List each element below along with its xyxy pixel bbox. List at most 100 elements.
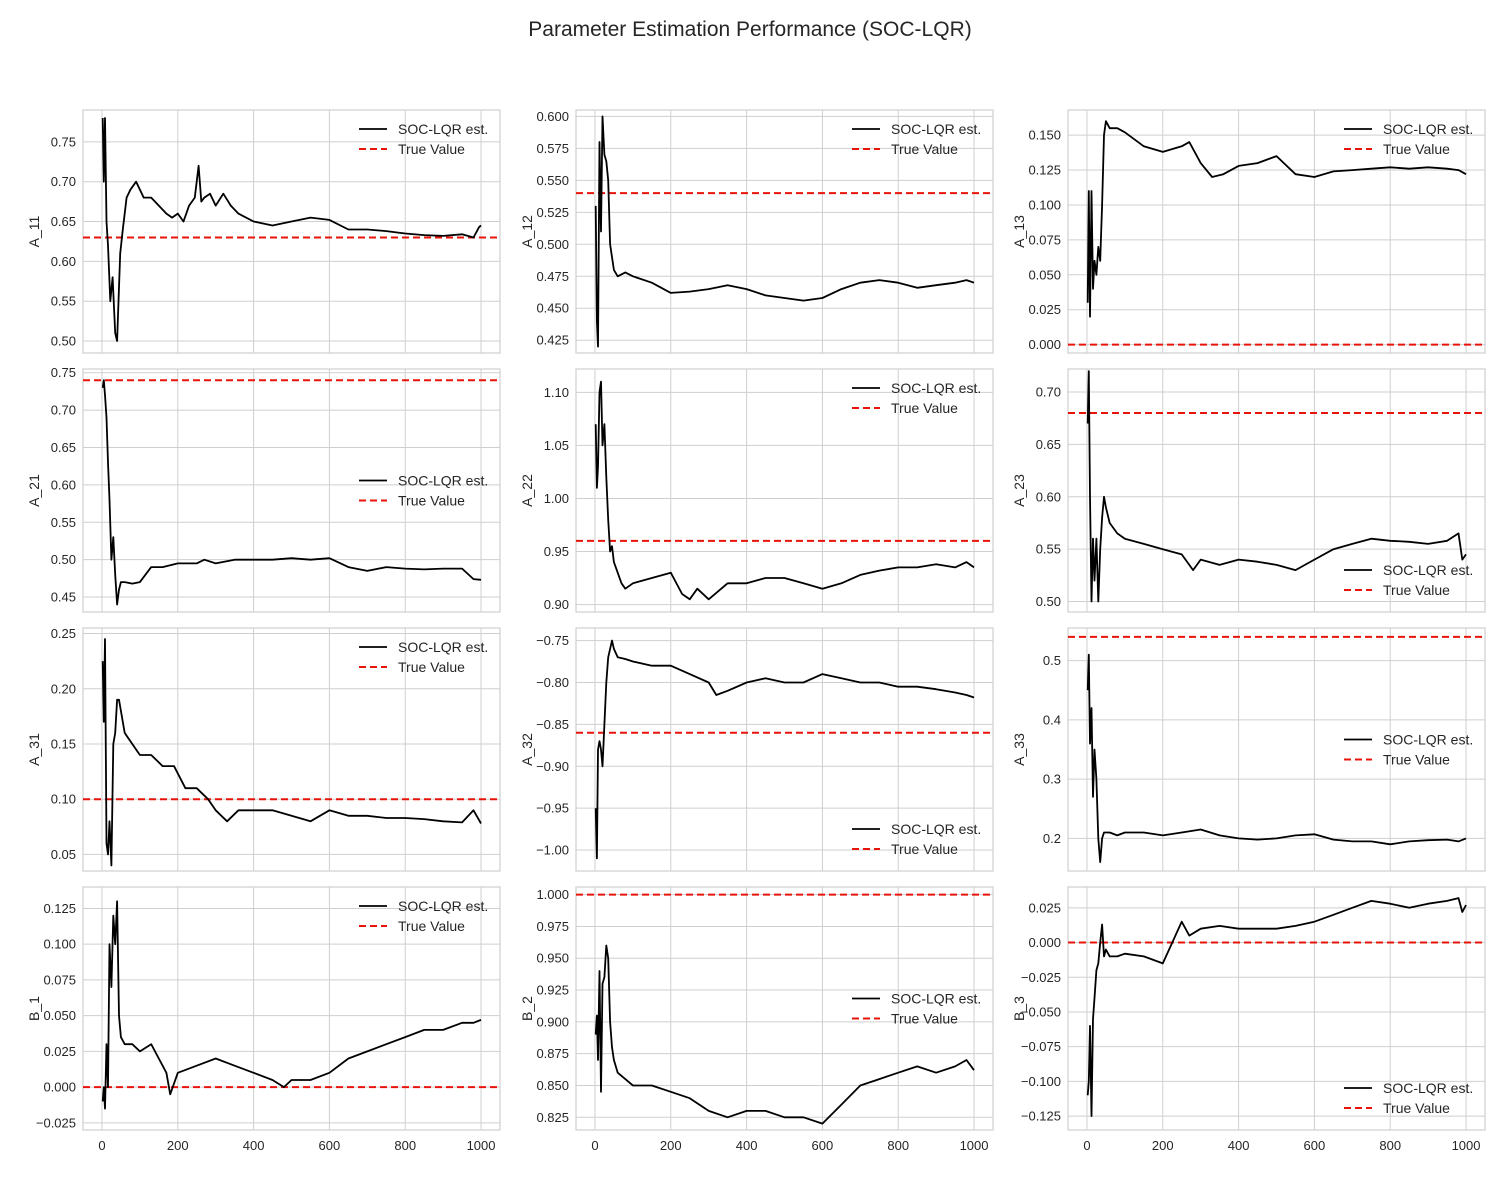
y-axis-label: B_3 <box>1011 996 1027 1021</box>
legend-estimate-label: SOC-LQR est. <box>1383 732 1473 748</box>
y-axis-label: A_12 <box>519 215 535 248</box>
y-axis-label: A_21 <box>26 474 42 507</box>
y-tick-label: −0.100 <box>1021 1074 1061 1089</box>
legend-estimate-label: SOC-LQR est. <box>398 473 488 489</box>
y-axis-label: A_23 <box>1011 474 1027 507</box>
subplot-a-33: 0.2 0.3 0.4 0.5 A_33 SOC-LQR est. True Value <box>1011 627 1486 872</box>
y-tick-label: 0.05 <box>51 847 76 862</box>
y-tick-label: 0.000 <box>43 1080 76 1095</box>
y-tick-label: 0.075 <box>1028 232 1061 247</box>
y-tick-label: 0.525 <box>536 205 569 220</box>
x-tick-label: 1000 <box>467 1138 496 1153</box>
y-tick-label: 1.10 <box>544 385 569 400</box>
estimate-line <box>594 380 975 601</box>
x-tick-label: 0 <box>1083 1138 1090 1153</box>
y-tick-label: 0.975 <box>536 919 569 934</box>
y-tick-label: −0.95 <box>536 801 569 816</box>
y-axis-label: A_13 <box>1011 215 1027 248</box>
legend-true-label: True Value <box>1383 582 1450 598</box>
y-tick-label: −0.025 <box>36 1115 76 1130</box>
x-tick-label: 800 <box>394 1138 416 1153</box>
y-tick-label: 0.450 <box>536 301 569 316</box>
y-tick-label: 0.900 <box>536 1014 569 1029</box>
y-tick-label: 0.95 <box>544 544 569 559</box>
subplot-b-1: −0.025 0.000 0.025 0.050 0.075 0.100 0.125 0 200… <box>26 886 501 1153</box>
estimate-line <box>101 900 482 1110</box>
estimate-line <box>1086 120 1467 318</box>
legend-true-label: True Value <box>1383 141 1450 157</box>
y-tick-label: −0.85 <box>536 717 569 732</box>
y-tick-label: 0.75 <box>51 365 76 380</box>
estimate-line <box>594 944 975 1125</box>
legend: SOC-LQR est. True Value <box>852 821 981 857</box>
x-tick-label: 200 <box>167 1138 189 1153</box>
legend-estimate-label: SOC-LQR est. <box>1383 562 1473 578</box>
y-tick-label: 0.65 <box>1036 437 1061 452</box>
subplot-a-31: 0.05 0.10 0.15 0.20 0.25 A_31 SOC-LQR est. True… <box>26 626 501 872</box>
y-tick-label: 1.000 <box>536 887 569 902</box>
legend: SOC-LQR est. True Value <box>852 380 981 416</box>
legend-estimate-label: SOC-LQR est. <box>1383 121 1473 137</box>
subplot-a-21: 0.45 0.50 0.55 0.60 0.65 0.70 0.75 A_21 SOC-LQR … <box>26 365 501 613</box>
x-tick-label: 1000 <box>1452 1138 1481 1153</box>
y-axis-label: A_32 <box>519 733 535 766</box>
y-tick-label: 0.050 <box>1028 267 1061 282</box>
legend: SOC-LQR est. True Value <box>852 991 981 1027</box>
y-tick-label: 0.60 <box>51 477 76 492</box>
x-tick-label: 200 <box>660 1138 682 1153</box>
estimate-line <box>101 117 482 342</box>
legend-estimate-label: SOC-LQR est. <box>398 639 488 655</box>
axes-frame <box>82 368 501 613</box>
legend-estimate-label: SOC-LQR est. <box>398 121 488 137</box>
axes-frame <box>575 627 994 872</box>
legend-true-label: True Value <box>1383 1100 1450 1116</box>
estimate-line <box>101 638 482 867</box>
y-tick-label: −0.025 <box>1021 970 1061 985</box>
y-tick-label: 0.50 <box>51 334 76 349</box>
x-tick-label: 600 <box>319 1138 341 1153</box>
y-tick-label: 0.925 <box>536 983 569 998</box>
legend: SOC-LQR est. True Value <box>359 473 488 509</box>
y-tick-label: 0.000 <box>1028 337 1061 352</box>
subplot-b-2: 0.825 0.850 0.875 0.900 0.925 0.950 0.975 1.000… <box>519 886 994 1153</box>
y-tick-label: 0.55 <box>51 294 76 309</box>
y-tick-label: 0.600 <box>536 109 569 124</box>
y-tick-label: 0.050 <box>43 1008 76 1023</box>
x-tick-label: 600 <box>1304 1138 1326 1153</box>
y-tick-label: 0.575 <box>536 141 569 156</box>
y-axis-label: A_33 <box>1011 733 1027 766</box>
x-tick-label: 200 <box>1152 1138 1174 1153</box>
x-tick-label: 400 <box>736 1138 758 1153</box>
y-tick-label: 0.65 <box>51 440 76 455</box>
estimate-line <box>1086 370 1467 603</box>
legend-true-label: True Value <box>398 493 465 509</box>
y-tick-label: 1.05 <box>544 438 569 453</box>
legend-true-label: True Value <box>398 659 465 675</box>
y-tick-label: 0.50 <box>1036 594 1061 609</box>
legend-estimate-label: SOC-LQR est. <box>891 991 981 1007</box>
estimate-line <box>594 115 975 348</box>
x-tick-label: 1000 <box>960 1138 989 1153</box>
y-tick-label: 0.025 <box>1028 900 1061 915</box>
y-tick-label: 0.850 <box>536 1078 569 1093</box>
legend-true-label: True Value <box>398 918 465 934</box>
legend-estimate-label: SOC-LQR est. <box>891 821 981 837</box>
axes-frame <box>82 627 501 872</box>
y-tick-label: 0.125 <box>43 901 76 916</box>
y-tick-label: 0.500 <box>536 237 569 252</box>
y-tick-label: 0.425 <box>536 333 569 348</box>
x-tick-label: 400 <box>243 1138 265 1153</box>
y-tick-label: 0.10 <box>51 792 76 807</box>
y-tick-label: 0.4 <box>1043 712 1061 727</box>
y-tick-label: 0.90 <box>544 597 569 612</box>
y-tick-label: 0.100 <box>43 937 76 952</box>
y-axis-label: A_11 <box>26 215 42 247</box>
x-tick-label: 0 <box>98 1138 105 1153</box>
y-tick-label: 0.45 <box>51 590 76 605</box>
y-tick-label: 0.825 <box>536 1110 569 1125</box>
legend-estimate-label: SOC-LQR est. <box>891 380 981 396</box>
subplot-a-32: −1.00 −0.95 −0.90 −0.85 −0.80 −0.75 A_32 SOC-LQ… <box>519 627 994 872</box>
axes-frame <box>1067 627 1486 872</box>
y-tick-label: 0.20 <box>51 681 76 696</box>
